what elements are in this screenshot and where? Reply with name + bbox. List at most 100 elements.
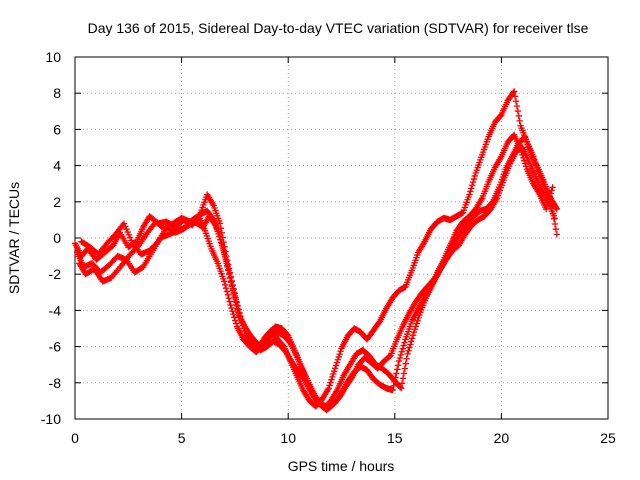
y-tick-label: -10 <box>41 411 61 427</box>
data-point <box>397 383 404 391</box>
data-point <box>233 301 240 309</box>
data-point <box>406 344 413 351</box>
data-point <box>222 254 229 262</box>
y-tick-label: -4 <box>49 302 62 318</box>
data-point <box>227 301 234 309</box>
data-point <box>542 205 550 213</box>
data-point <box>471 172 479 180</box>
data-point <box>209 215 216 222</box>
data-point <box>120 220 128 227</box>
data-point <box>230 311 237 318</box>
data-point <box>231 314 238 321</box>
data-point <box>468 185 475 192</box>
data-point <box>222 284 230 292</box>
data-point <box>469 178 477 186</box>
data-point <box>223 258 230 265</box>
data-point <box>333 359 341 366</box>
data-point <box>470 175 478 183</box>
y-tick-label: 6 <box>53 121 61 137</box>
data-point <box>123 226 130 233</box>
data-point <box>553 231 561 238</box>
data-point <box>408 338 415 345</box>
data-point <box>224 266 232 274</box>
data-point <box>217 236 225 244</box>
data-point <box>543 202 551 210</box>
data-point <box>326 382 333 389</box>
data-point <box>407 341 414 348</box>
data-point <box>224 262 231 269</box>
data-point <box>337 348 344 355</box>
data-point <box>225 270 233 278</box>
data-point <box>223 288 231 295</box>
data-point <box>396 354 404 362</box>
data-point <box>411 326 419 333</box>
data-point <box>549 210 557 217</box>
x-tick-label: 15 <box>387 430 403 446</box>
x-tick-label: 10 <box>280 430 296 446</box>
data-point <box>402 360 409 367</box>
data-point <box>389 386 396 394</box>
data-point <box>399 345 406 352</box>
data-point <box>546 193 554 200</box>
data-point <box>397 385 405 392</box>
x-tick-label: 20 <box>494 430 510 446</box>
y-tick-label: -2 <box>49 266 62 282</box>
data-point <box>401 365 409 372</box>
data-point <box>395 357 403 365</box>
data-point <box>467 188 474 195</box>
data-point <box>468 182 476 189</box>
data-point <box>522 163 530 170</box>
data-point <box>392 374 399 381</box>
y-tick-label: 8 <box>53 85 61 101</box>
data-point <box>466 191 473 198</box>
data-point <box>220 247 227 254</box>
data-point <box>549 184 556 191</box>
data-point <box>226 274 234 282</box>
data-point <box>514 107 522 115</box>
data-point <box>400 370 408 377</box>
y-axis-label: SDTVAR / TECUs <box>6 182 22 294</box>
data-point <box>230 290 237 298</box>
data-point <box>547 190 554 197</box>
data-point <box>391 378 398 385</box>
data-point <box>551 220 559 228</box>
data-point <box>221 278 228 285</box>
y-tick-label: -6 <box>49 339 62 355</box>
data-point <box>404 350 411 358</box>
data-point <box>398 380 406 387</box>
data-point <box>335 353 342 361</box>
data-point <box>331 365 339 372</box>
data-point <box>224 291 232 299</box>
chart-title: Day 136 of 2015, Sidereal Day-to-day VTE… <box>88 20 589 36</box>
series-pass-4 <box>78 131 556 412</box>
data-point <box>403 355 410 362</box>
data-point <box>228 304 235 312</box>
data-point <box>513 102 521 110</box>
data-point <box>510 88 518 95</box>
data-point <box>328 376 335 383</box>
data-point <box>545 196 553 203</box>
data-point <box>550 215 558 223</box>
data-point <box>515 112 522 120</box>
y-tick-label: 2 <box>53 194 61 210</box>
data-point <box>519 151 526 159</box>
data-point <box>416 311 423 319</box>
data-point <box>549 205 556 212</box>
data-point <box>128 237 135 244</box>
data-point <box>124 228 131 236</box>
data-point <box>520 154 527 162</box>
data-point <box>228 283 236 290</box>
data-point <box>153 239 161 247</box>
data-point <box>219 243 226 251</box>
data-point <box>394 366 401 373</box>
data-point <box>544 199 552 207</box>
data-point <box>521 160 529 167</box>
data-point <box>548 187 555 194</box>
data-point <box>330 370 337 378</box>
data-point <box>218 240 226 247</box>
data-point <box>394 362 402 369</box>
data-point <box>393 370 400 377</box>
data-point <box>235 309 242 316</box>
data-point <box>390 382 397 390</box>
